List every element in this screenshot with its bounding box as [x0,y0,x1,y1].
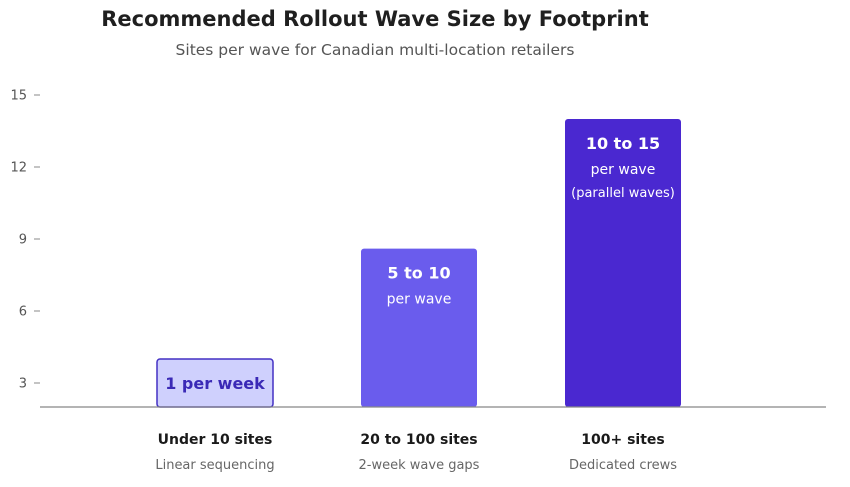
x-axis-labels: Under 10 sites Linear sequencing 20 to 100… [155,432,677,473]
x-tick-note: Linear sequencing [155,458,274,473]
bars-group: 1 per week 5 to 10 per wave 10 to 15 per wav… [156,119,681,408]
data-label: (parallel waves) [571,186,675,201]
x-tick-label: Under 10 sites [158,432,273,448]
x-tick-label: 100+ sites [581,432,664,448]
data-label: per wave [591,162,656,178]
y-axis: 3 6 9 12 15 [10,89,40,392]
data-label: per wave [387,292,452,308]
x-tick-note: 2-week wave gaps [359,458,480,473]
data-label: 5 to 10 [387,264,450,283]
y-tick-label: 9 [19,233,27,248]
y-tick-label: 15 [10,89,27,104]
data-label: 10 to 15 [586,134,660,153]
chart-subtitle: Sites per wave for Canadian multi-locati… [176,41,575,59]
chart-title: Recommended Rollout Wave Size by Footpri… [101,7,649,31]
data-label: 1 per week [165,374,265,393]
bar-2 [361,248,477,407]
y-tick-label: 6 [19,305,27,320]
y-tick-label: 12 [10,161,27,176]
bar-3 [565,119,681,407]
x-tick-label: 20 to 100 sites [360,432,477,448]
x-tick-note: Dedicated crews [569,458,677,473]
y-tick-label: 3 [19,377,27,392]
